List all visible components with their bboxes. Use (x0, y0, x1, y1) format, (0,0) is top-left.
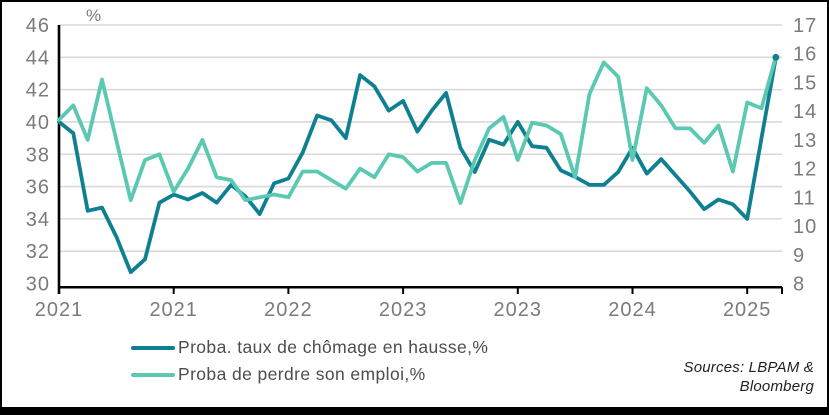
svg-text:9: 9 (793, 245, 805, 267)
svg-text:12: 12 (793, 159, 817, 181)
svg-text:30: 30 (26, 274, 50, 296)
svg-text:14: 14 (793, 101, 817, 123)
legend-line-swatch-mint (131, 372, 175, 377)
svg-text:2024: 2024 (608, 299, 657, 321)
svg-text:34: 34 (26, 209, 50, 231)
svg-text:2023: 2023 (494, 299, 543, 321)
svg-text:15: 15 (793, 72, 817, 94)
legend-line-swatch-dark-teal (131, 345, 175, 350)
source-note-line2: Bloomberg (739, 377, 814, 395)
svg-text:2021: 2021 (149, 299, 198, 321)
svg-text:2022: 2022 (264, 299, 313, 321)
source-note: Sources: LBPAM & Bloomberg (684, 359, 814, 397)
svg-text:13: 13 (793, 130, 817, 152)
svg-text:40: 40 (26, 112, 50, 134)
svg-text:10: 10 (793, 216, 817, 238)
svg-text:38: 38 (26, 144, 50, 166)
svg-text:8: 8 (793, 274, 805, 296)
legend-item-chomage: Proba. taux de chômage en hausse,% (131, 334, 488, 361)
legend-label: Proba. taux de chômage en hausse,% (178, 337, 489, 357)
left-axis-unit-label: % (86, 6, 103, 25)
svg-text:46: 46 (26, 15, 50, 37)
source-note-line1: Sources: LBPAM & (683, 359, 814, 376)
svg-text:32: 32 (26, 241, 50, 263)
svg-text:11: 11 (793, 187, 816, 209)
svg-text:44: 44 (26, 47, 50, 69)
svg-text:2023: 2023 (379, 299, 428, 321)
svg-text:17: 17 (793, 15, 817, 37)
bottom-accent-bar (2, 407, 827, 413)
svg-text:36: 36 (26, 177, 50, 199)
svg-text:2021: 2021 (35, 299, 84, 321)
svg-text:2025: 2025 (723, 299, 772, 321)
chart-legend: Proba. taux de chômage en hausse,% Proba… (131, 334, 488, 388)
svg-text:42: 42 (26, 80, 50, 102)
legend-item-emploi: Proba de perdre son emploi,% (131, 361, 488, 388)
legend-label: Proba de perdre son emploi,% (178, 364, 426, 384)
svg-text:16: 16 (793, 44, 817, 66)
